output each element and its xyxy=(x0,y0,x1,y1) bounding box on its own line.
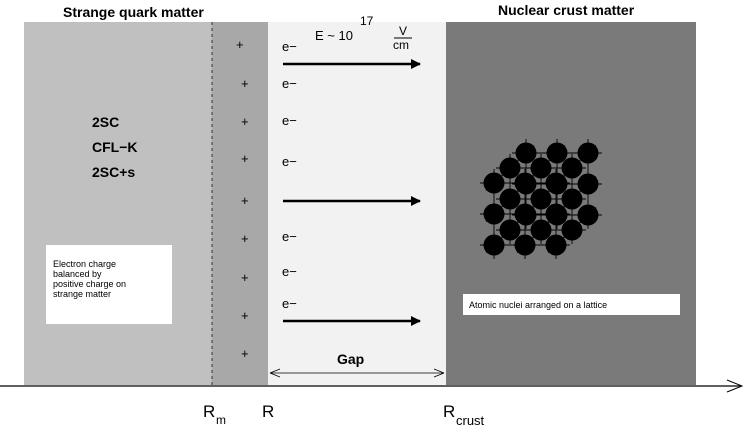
nucleus xyxy=(561,188,583,210)
positive-charge: + xyxy=(241,270,249,285)
electron: e− xyxy=(282,229,297,244)
nucleus xyxy=(577,142,599,164)
electron-note-box xyxy=(46,245,172,324)
nucleus xyxy=(530,157,552,179)
radial-axis-arrowhead xyxy=(726,379,744,393)
nucleus xyxy=(515,142,537,164)
charge-layer-region xyxy=(212,22,268,385)
nucleus xyxy=(499,188,521,210)
electron: e− xyxy=(282,154,297,169)
lattice-note-box xyxy=(463,294,680,315)
electrons: e− e− e− e− e− e− e− xyxy=(282,39,297,311)
positive-charge: + xyxy=(241,231,249,246)
nucleus xyxy=(499,157,521,179)
nucleus xyxy=(483,234,505,256)
electron-note-text: Electron charge balanced by positive cha… xyxy=(53,259,129,299)
lattice-note-text: Atomic nuclei arranged on a lattice xyxy=(469,300,607,310)
electron: e− xyxy=(282,113,297,128)
nucleus xyxy=(499,219,521,241)
gap-arrow-left-head xyxy=(269,368,281,378)
nucleus xyxy=(530,188,552,210)
positive-charge: + xyxy=(241,151,249,166)
rm-label: R xyxy=(203,402,215,421)
r-label: R xyxy=(262,402,274,421)
left-title: Strange quark matter xyxy=(63,4,204,20)
nucleus xyxy=(530,219,552,241)
nucleus xyxy=(577,173,599,195)
phase-label-2: CFL−K xyxy=(92,139,138,155)
positive-charge: + xyxy=(241,76,249,91)
field-exponent: 17 xyxy=(360,14,374,28)
nucleus xyxy=(514,172,536,194)
nucleus xyxy=(577,204,599,226)
electron: e− xyxy=(282,39,297,54)
nucleus xyxy=(514,203,536,225)
positive-charge: + xyxy=(241,114,249,129)
positive-charge: + xyxy=(241,308,249,323)
positive-charges: + + + + + + + + + xyxy=(236,37,249,361)
electron: e− xyxy=(282,264,297,279)
gap-label: Gap xyxy=(337,351,364,367)
positive-charge: + xyxy=(241,346,249,361)
nucleus xyxy=(561,157,583,179)
nucleus xyxy=(545,234,567,256)
nucleus xyxy=(545,172,567,194)
rm-label-subscript: m xyxy=(216,413,226,427)
electron: e− xyxy=(282,76,297,91)
rcrust-label-subscript: crust xyxy=(456,413,485,428)
quark-matter-region xyxy=(24,22,240,385)
right-title: Nuclear crust matter xyxy=(498,2,635,18)
field-unit-numerator: V xyxy=(399,24,407,38)
nucleus xyxy=(483,172,505,194)
nucleus xyxy=(514,234,536,256)
nucleus xyxy=(546,142,568,164)
gap-arrow-right-head xyxy=(433,368,445,378)
nucleus xyxy=(483,203,505,225)
rcrust-label: R xyxy=(443,402,455,421)
phase-label-3: 2SC+s xyxy=(92,164,135,180)
positive-charge: + xyxy=(241,193,249,208)
positive-charge: + xyxy=(236,37,244,52)
nucleus xyxy=(561,219,583,241)
field-unit-denominator: cm xyxy=(393,38,409,52)
nucleus xyxy=(545,203,567,225)
phase-label-1: 2SC xyxy=(92,114,119,130)
field-label: E ~ 10 xyxy=(315,28,353,43)
nuclei-lattice xyxy=(480,139,602,259)
electron: e− xyxy=(282,296,297,311)
